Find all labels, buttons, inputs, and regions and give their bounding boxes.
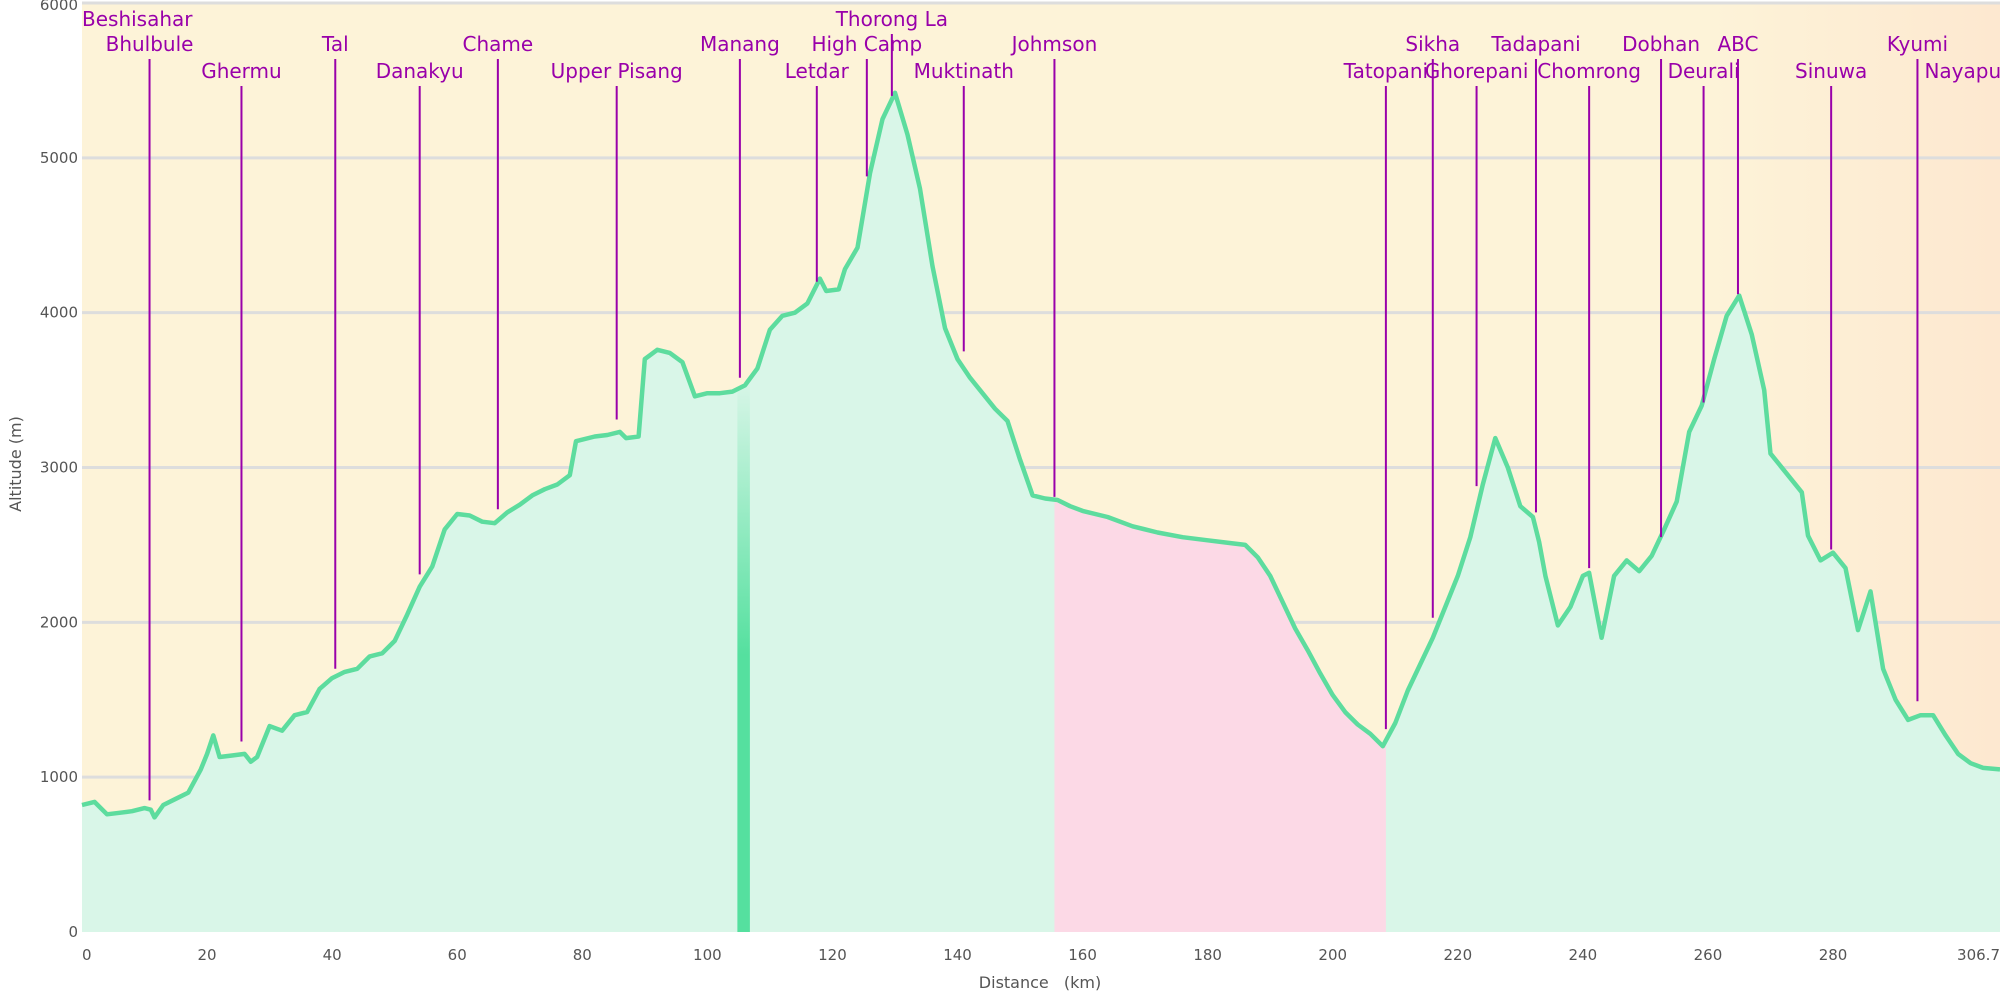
terrain-fill <box>82 92 2000 933</box>
waypoint-label: Letdar <box>785 59 850 83</box>
waypoint-label: High Camp <box>811 32 922 56</box>
y-axis-ticks: 0 1000 2000 3000 4000 5000 6000 <box>40 0 78 941</box>
x-tick-label: 260 <box>1694 946 1723 964</box>
x-tick-label: 240 <box>1569 946 1598 964</box>
waypoint-label: Dobhan <box>1622 32 1700 56</box>
x-tick-label: 200 <box>1318 946 1347 964</box>
x-tick-label: 80 <box>573 946 592 964</box>
waypoint-label: Johmson <box>1010 32 1098 56</box>
x-axis-title: Distance (km) <box>979 973 1101 992</box>
waypoint-label: Nayapul <box>1924 59 2000 83</box>
x-tick-label: 180 <box>1193 946 1222 964</box>
x-tick-label: 120 <box>818 946 847 964</box>
waypoint-label: Ghermu <box>201 59 282 83</box>
x-tick-label: 40 <box>323 946 342 964</box>
waypoint-label: Thorong La <box>835 7 948 31</box>
y-axis-title: Altitude (m) <box>6 416 25 512</box>
waypoint-label: Ghorepani <box>1425 59 1529 83</box>
y-tick-label: 3000 <box>40 459 78 477</box>
x-tick-label: 160 <box>1068 946 1097 964</box>
waypoint-label: Tadapani <box>1490 32 1580 56</box>
y-tick-label: 2000 <box>40 613 78 631</box>
y-tick-label: 1000 <box>40 768 78 786</box>
waypoint-label: Chame <box>463 32 534 56</box>
waypoint-label: Manang <box>700 32 780 56</box>
waypoint-label: Bhulbule <box>106 32 194 56</box>
profile-line <box>81 90 2000 820</box>
waypoint-label: Muktinath <box>914 59 1014 83</box>
waypoint-label: Deurali <box>1668 59 1740 83</box>
highlight-segment-bar <box>737 378 750 932</box>
waypoint-label: Danakyu <box>376 59 464 83</box>
waypoint-label: Upper Pisang <box>551 59 683 83</box>
x-tick-label: 60 <box>448 946 467 964</box>
waypoint-label: Tal <box>321 32 349 56</box>
x-tick-label: 220 <box>1443 946 1472 964</box>
waypoint-label: Tatopani <box>1343 59 1428 83</box>
waypoint-label: Beshisahar <box>82 7 193 31</box>
x-tick-label: 0 <box>82 946 92 964</box>
terrain-area <box>81 90 2000 933</box>
y-tick-label: 4000 <box>40 304 78 322</box>
y-tick-label: 0 <box>68 923 78 941</box>
waypoint-label: Sinuwa <box>1795 59 1867 83</box>
x-tick-label: 306.7 <box>1957 946 2000 964</box>
x-axis-ticks: 0 20 40 60 80 100 120 140 160 180 200 220 240 260 280 3… <box>82 946 2000 964</box>
x-tick-label: 280 <box>1819 946 1848 964</box>
waypoint-markers <box>148 34 1919 801</box>
y-tick-label: 5000 <box>40 149 78 167</box>
x-tick-label: 140 <box>943 946 972 964</box>
x-tick-label: 100 <box>693 946 722 964</box>
waypoint-label: ABC <box>1717 32 1758 56</box>
waypoint-label: Sikha <box>1405 32 1460 56</box>
waypoint-label: Chomrong <box>1537 59 1641 83</box>
x-axis-unit: (km) <box>1064 973 1101 992</box>
x-axis-label: Distance <box>979 973 1049 992</box>
x-tick-label: 20 <box>198 946 217 964</box>
waypoint-label: Kyumi <box>1887 32 1948 56</box>
y-tick-label: 6000 <box>40 0 78 14</box>
highlight-segment-band <box>1054 499 1386 932</box>
